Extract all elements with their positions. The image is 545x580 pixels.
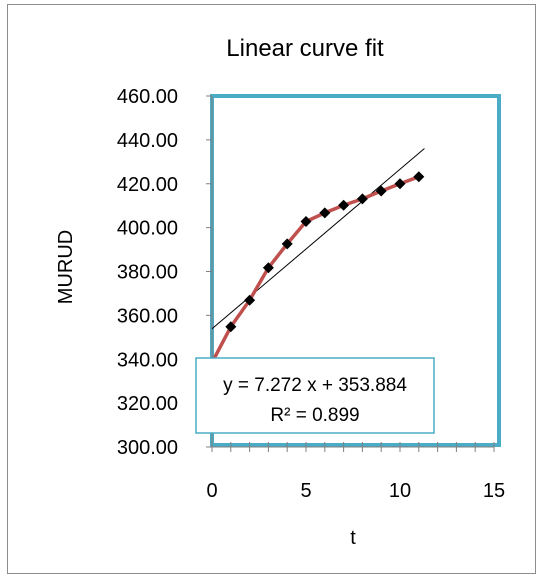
chart-title: Linear curve fit: [226, 35, 384, 62]
trendline-label: y = 7.272 x + 353.884 R² = 0.899: [195, 357, 435, 434]
y-tick-label: 340.00: [117, 349, 178, 371]
x-tick-label: 0: [206, 480, 217, 502]
series-layer: [206, 171, 425, 369]
y-tick-label: 320.00: [117, 393, 178, 415]
y-tick-label: 440.00: [117, 130, 178, 152]
y-tick-label: 420.00: [117, 174, 178, 196]
y-tick-label: 360.00: [117, 305, 178, 327]
y-axis-ticks: 300.00 320.00 340.00 360.00 380.00 400.00 420.…: [117, 86, 212, 459]
x-tick-label: 5: [300, 480, 311, 502]
data-point-marker: [356, 193, 368, 205]
data-point-marker: [375, 185, 387, 197]
data-point-marker: [281, 238, 293, 250]
trendline-label-box: [195, 357, 435, 434]
x-tick-label: 15: [483, 480, 505, 502]
y-tick-label: 460.00: [117, 86, 178, 108]
data-point-marker: [225, 321, 237, 333]
data-point-marker: [244, 294, 256, 306]
data-point-marker: [319, 207, 331, 219]
y-tick-label: 380.00: [117, 262, 178, 284]
data-point-marker: [394, 178, 406, 190]
trendline-layer: [211, 148, 425, 330]
data-point-marker: [300, 215, 312, 227]
y-tick-label: 400.00: [117, 218, 178, 240]
data-point-marker: [413, 171, 425, 183]
data-point-marker: [338, 199, 350, 211]
data-series-line: [210, 175, 420, 364]
data-point-marker: [262, 262, 274, 274]
linear-trendline: [211, 148, 425, 330]
trendline-equation: y = 7.272 x + 353.884: [223, 375, 407, 396]
y-axis-title: MURUD: [55, 230, 77, 304]
trendline-r-squared: R² = 0.899: [270, 405, 359, 426]
x-axis-title: t: [350, 527, 356, 549]
x-tick-label: 10: [389, 480, 411, 502]
x-axis-ticks: 0 5 10 15: [206, 442, 505, 502]
chart-area: [7, 4, 536, 574]
y-tick-label: 300.00: [117, 437, 178, 459]
